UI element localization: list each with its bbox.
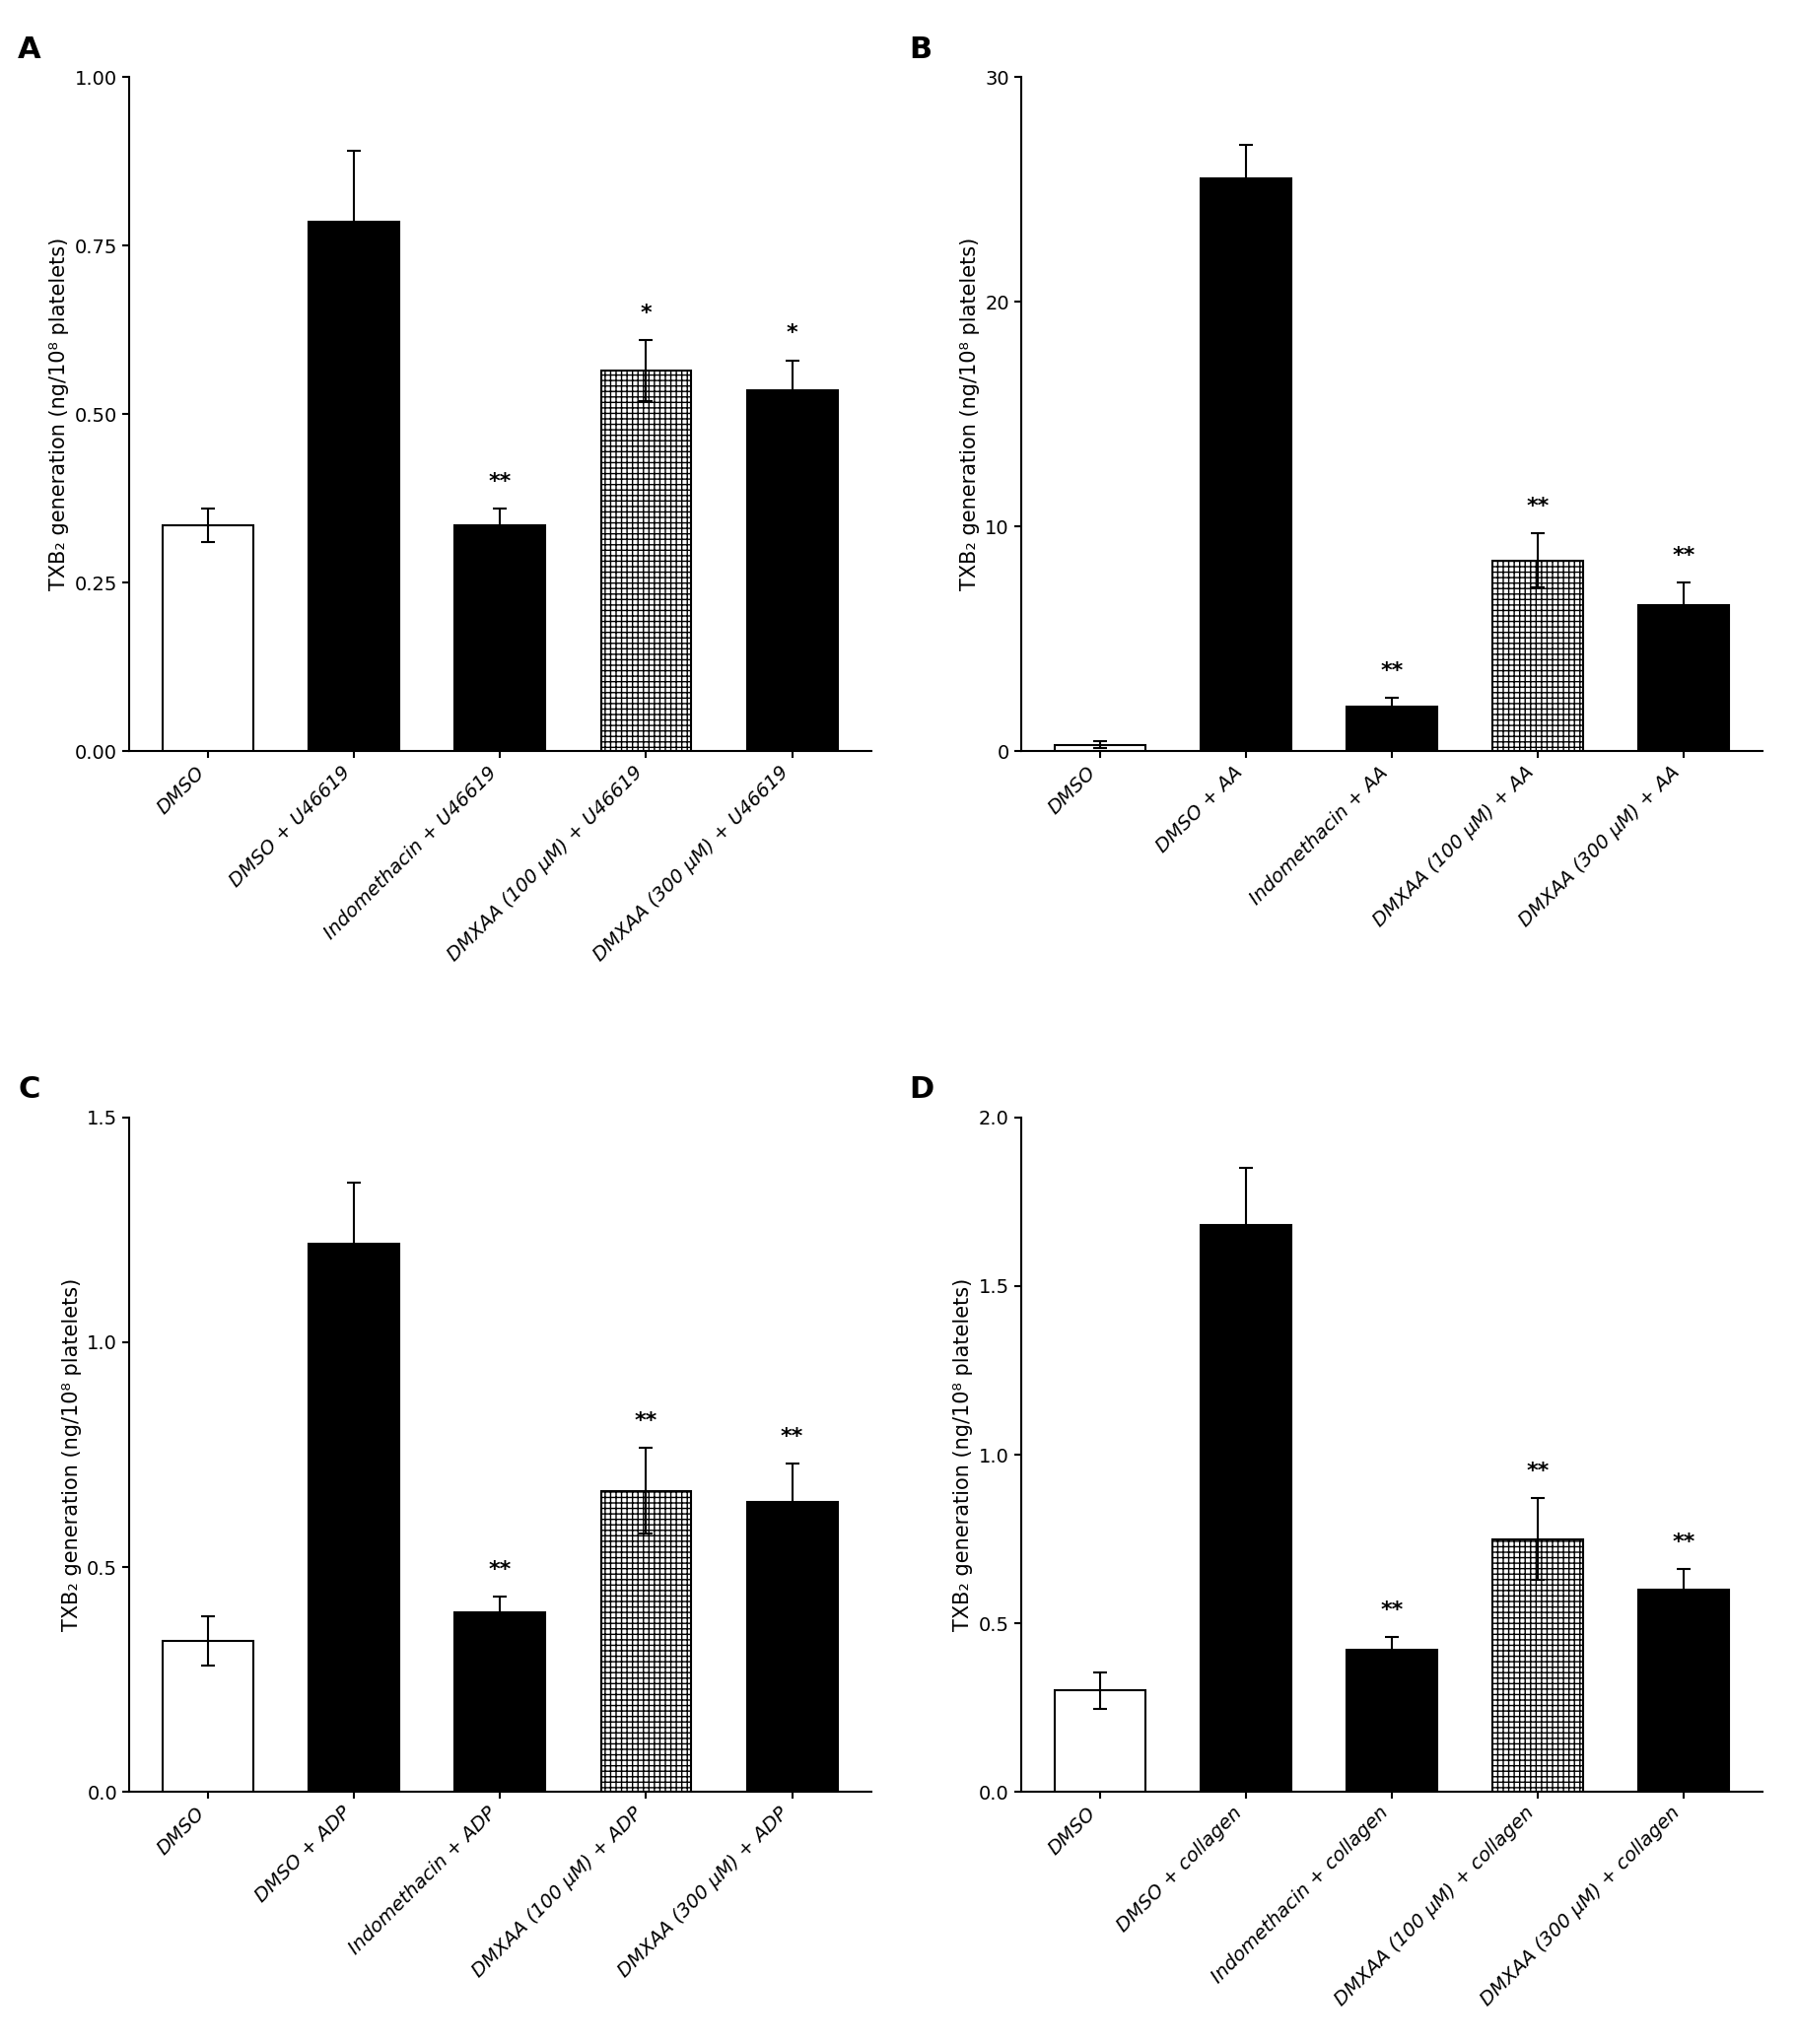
Bar: [1055, 1690, 1145, 1793]
Y-axis label: TXB₂ generation (ng/10⁸ platelets): TXB₂ generation (ng/10⁸ platelets): [960, 237, 979, 591]
Bar: [1055, 744, 1145, 752]
Text: A: A: [18, 35, 41, 63]
Text: **: **: [1526, 1461, 1549, 1482]
Text: *: *: [787, 323, 798, 343]
Text: **: **: [780, 1427, 803, 1447]
Bar: [1346, 707, 1438, 752]
Bar: [309, 223, 399, 752]
Bar: [1200, 178, 1290, 752]
Y-axis label: TXB₂ generation (ng/10⁸ platelets): TXB₂ generation (ng/10⁸ platelets): [50, 237, 70, 591]
Text: **: **: [1380, 660, 1403, 681]
Text: **: **: [634, 1410, 658, 1431]
Bar: [1346, 1650, 1438, 1793]
Bar: [600, 370, 692, 752]
Text: **: **: [489, 1560, 512, 1580]
Bar: [748, 1502, 837, 1793]
Text: **: **: [489, 472, 512, 493]
Bar: [309, 1243, 399, 1793]
Text: **: **: [1380, 1600, 1403, 1619]
Y-axis label: TXB₂ generation (ng/10⁸ platelets): TXB₂ generation (ng/10⁸ platelets): [954, 1278, 972, 1631]
Bar: [1493, 1539, 1583, 1793]
Bar: [164, 525, 253, 752]
Bar: [455, 1613, 546, 1793]
Text: **: **: [1526, 497, 1549, 517]
Text: D: D: [909, 1075, 934, 1104]
Text: **: **: [1673, 546, 1695, 566]
Text: C: C: [18, 1075, 40, 1104]
Y-axis label: TXB₂ generation (ng/10⁸ platelets): TXB₂ generation (ng/10⁸ platelets): [61, 1278, 81, 1631]
Bar: [1200, 1226, 1290, 1793]
Text: **: **: [1673, 1533, 1695, 1553]
Bar: [455, 525, 546, 752]
Bar: [1493, 560, 1583, 752]
Bar: [1639, 605, 1729, 752]
Bar: [600, 1490, 692, 1793]
Bar: [164, 1641, 253, 1793]
Bar: [748, 390, 837, 752]
Text: B: B: [909, 35, 933, 63]
Text: *: *: [640, 303, 652, 323]
Bar: [1639, 1590, 1729, 1793]
